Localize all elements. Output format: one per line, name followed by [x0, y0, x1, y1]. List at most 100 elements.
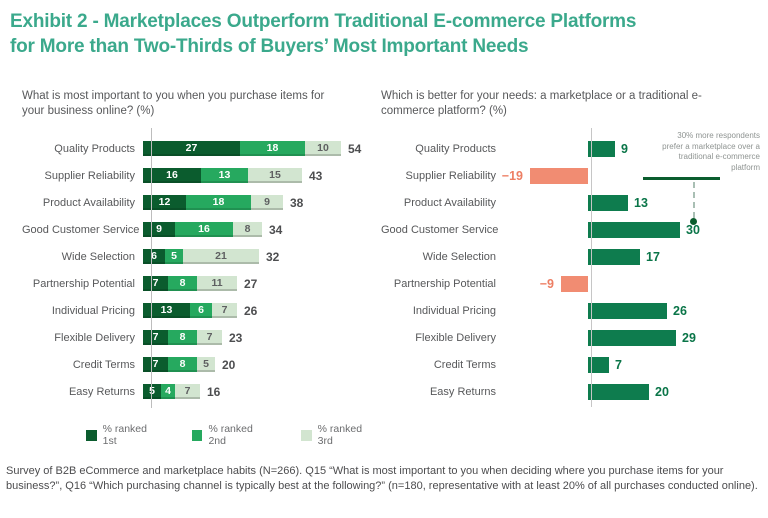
positive-zone: 7	[588, 356, 768, 373]
importance-row: Supplier Reliability 16 13 15 43	[22, 162, 378, 189]
importance-row: Good Customer Service 9 16 8 34	[22, 216, 378, 243]
charts-row: What is most important to you when you p…	[0, 89, 768, 447]
category-label: Easy Returns	[68, 385, 135, 398]
importance-chart: What is most important to you when you p…	[0, 89, 378, 447]
bar-segment-rank3: 8	[233, 222, 262, 238]
total-label: 27	[244, 276, 258, 291]
bar-segment-rank1: 7	[143, 276, 168, 292]
stacked-bar: 7 8 7 23	[143, 330, 243, 346]
legend-swatch	[86, 429, 97, 441]
negative-zone: −9	[496, 275, 588, 292]
bar-segment-rank2: 13	[201, 168, 248, 184]
category-label: Flexible Delivery	[415, 331, 496, 344]
bar-segment-rank3: 7	[175, 384, 200, 400]
source-footnote: Survey of B2B eCommerce and marketplace …	[6, 465, 758, 492]
value-label: −9	[539, 276, 554, 291]
total-label: 20	[222, 357, 236, 372]
annotation-dashed-connector	[693, 182, 695, 219]
importance-row: Product Availability 12 18 9 38	[22, 189, 378, 216]
positive-zone: 13	[588, 194, 768, 211]
stacked-bar: 27 18 10 54	[143, 141, 362, 157]
rank-legend: % ranked 1st % ranked 2nd % ranked 3rd	[86, 423, 378, 447]
bar-segment-rank2: 8	[168, 357, 197, 373]
importance-row: Credit Terms 7 8 5 20	[22, 351, 378, 378]
value-label: 9	[621, 141, 628, 156]
importance-row: Wide Selection 6 5 21 32	[22, 243, 378, 270]
total-label: 16	[207, 384, 221, 399]
bar-segment-rank2: 6	[190, 303, 212, 319]
value-label: 13	[634, 195, 648, 210]
category-label: Individual Pricing	[51, 304, 135, 317]
marketplace-bar	[588, 383, 649, 400]
exhibit-title-line2: for More than Two-Thirds of Buyers’ Most…	[10, 35, 529, 57]
category-label: Credit Terms	[72, 358, 135, 371]
traditional-bar	[530, 167, 588, 184]
bar-segment-rank1: 27	[143, 141, 240, 157]
bar-segment-rank2: 16	[175, 222, 233, 238]
bar-segment-rank1: 16	[143, 168, 201, 184]
category-label: Good Customer Service	[381, 223, 499, 236]
channel-row: Product Availability 13	[381, 189, 768, 216]
stacked-bar: 6 5 21 32	[143, 249, 279, 265]
bar-segment-rank3: 5	[197, 357, 215, 373]
bar-segment-rank2: 18	[240, 141, 305, 157]
channel-row: Easy Returns 20	[381, 378, 768, 405]
importance-chart-rows: Quality Products 27 18 10 54 Supplier Reliabi…	[22, 128, 378, 409]
stacked-bar: 16 13 15 43	[143, 168, 323, 184]
stacked-bar: 7 8 5 20	[143, 357, 236, 373]
bar-segment-rank3: 10	[305, 141, 341, 157]
negative-zone: −19	[496, 167, 588, 184]
bar-segment-rank1: 5	[143, 384, 161, 400]
value-label: 20	[655, 384, 669, 399]
stacked-bar: 7 8 11 27	[143, 276, 258, 292]
category-label: Supplier Reliability	[405, 169, 497, 182]
category-label: Partnership Potential	[393, 277, 496, 290]
legend-label: % ranked 1st	[102, 423, 147, 448]
positive-zone: 29	[588, 329, 768, 346]
bar-segment-rank1: 7	[143, 330, 168, 346]
category-label: Quality Products	[54, 142, 135, 155]
total-label: 23	[229, 330, 243, 345]
annotation-dot	[690, 218, 697, 226]
marketplace-bar	[588, 221, 680, 238]
annotation-underline	[643, 177, 720, 181]
value-label: 7	[615, 357, 622, 372]
bar-segment-rank3: 11	[197, 276, 237, 292]
total-label: 26	[244, 303, 258, 318]
channel-row: Supplier Reliability −19	[381, 162, 768, 189]
marketplace-bar	[588, 194, 628, 211]
bar-segment-rank2: 18	[186, 195, 251, 211]
bar-segment-rank2: 8	[168, 276, 197, 292]
value-label: 29	[682, 330, 696, 345]
channel-row: Wide Selection 17	[381, 243, 768, 270]
marketplace-bar	[588, 329, 676, 346]
value-label: 26	[673, 303, 687, 318]
channel-row: Quality Products 9	[381, 135, 768, 162]
positive-zone: 17	[588, 248, 768, 265]
legend-swatch	[301, 429, 312, 441]
left-axis-line	[151, 128, 152, 409]
total-label: 54	[348, 141, 362, 156]
positive-zone: 9	[588, 140, 768, 157]
bar-segment-rank3: 15	[248, 168, 302, 184]
category-label: Product Availability	[403, 196, 496, 209]
marketplace-bar	[588, 140, 615, 157]
exhibit-title-line1: Exhibit 2 - Marketplaces Outperform Trad…	[10, 11, 637, 32]
channel-row: Individual Pricing 26	[381, 297, 768, 324]
channel-chart-rows: Quality Products 9 Supplier Reliability −19…	[381, 128, 768, 408]
legend-item: % ranked 1st	[86, 423, 162, 447]
legend-swatch	[191, 429, 203, 441]
category-label: Flexible Delivery	[54, 331, 135, 344]
total-label: 43	[309, 168, 323, 183]
bar-segment-rank1: 12	[143, 195, 186, 211]
marketplace-bar	[588, 248, 640, 265]
positive-zone: 30	[588, 221, 768, 238]
total-label: 34	[269, 222, 283, 237]
category-label: Easy Returns	[429, 385, 496, 398]
bar-segment-rank1: 13	[143, 303, 190, 319]
legend-item: % ranked 2nd	[191, 423, 271, 447]
bar-segment-rank3: 9	[251, 195, 283, 211]
bar-segment-rank3: 7	[197, 330, 222, 346]
exhibit-title: Exhibit 2 - Marketplaces Outperform Trad…	[10, 10, 768, 59]
traditional-bar	[561, 275, 588, 292]
